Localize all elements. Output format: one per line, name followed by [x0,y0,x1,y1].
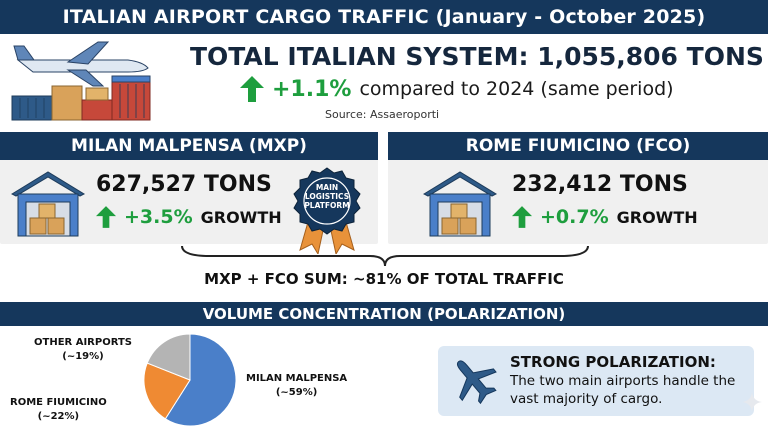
up-arrow-icon [512,206,532,228]
pie-slice-other [146,333,191,381]
mxp-tons: 627,527 TONS [96,172,272,197]
badge-line: PLATFORM [304,201,350,210]
sparkle-icon [742,392,762,412]
volume-header: VOLUME CONCENTRATION (POLARIZATION) [0,302,768,326]
fco-panel: ROME FIUMICINO (FCO) 232,412 TONS +0.7% … [388,132,768,244]
badge-line: MAIN [315,183,339,192]
pie-slice-mxp [164,333,237,427]
fco-growth-value: +0.7% [540,206,609,228]
pie-label-value: (~22%) [37,411,80,422]
up-arrow-icon [96,206,116,228]
pie-label-fco: ROME FIUMICINO (~22%) [10,396,107,424]
total-change-text: compared to 2024 (same period) [359,78,674,100]
page-title: ITALIAN AIRPORT CARGO TRAFFIC (January -… [0,0,768,34]
total-change: +1.1% compared to 2024 (same period) [240,76,674,102]
fco-growth-word: GROWTH [616,207,698,227]
sum-brace [181,245,589,267]
callout-body: The two main airports handle the vast ma… [510,373,736,407]
pie-label-other: OTHER AIRPORTS (~19%) [34,336,132,364]
pie-slice-fco [143,362,191,420]
pie-label-name: ROME FIUMICINO [10,397,107,408]
fco-tons: 232,412 TONS [512,172,688,197]
pie-label-mxp: MILAN MALPENSA (~59%) [246,372,347,400]
pie-label-name: MILAN MALPENSA [246,373,348,384]
source-text: Source: Assaeroporti [325,108,440,121]
total-change-value: +1.1% [272,76,352,102]
total-title: TOTAL ITALIAN SYSTEM: 1,055,806 TONS [190,42,764,71]
badge-line: LOGISTICS [304,192,350,201]
fco-growth: +0.7% GROWTH [512,206,698,228]
warehouse-icon [10,171,86,237]
badge-label: MAIN LOGISTICS PLATFORM [292,183,362,210]
up-arrow-icon [240,76,264,102]
mxp-growth: +3.5% GROWTH [96,206,282,228]
mxp-header: MILAN MALPENSA (MXP) [0,132,378,160]
sum-text: MXP + FCO SUM: ~81% OF TOTAL TRAFFIC [204,270,564,288]
mxp-growth-word: GROWTH [200,207,282,227]
pie-label-value: (~59%) [275,387,318,398]
callout-title: STRONG POLARIZATION: [510,353,716,371]
polarization-callout: STRONG POLARIZATION: The two main airpor… [438,346,754,416]
mxp-growth-value: +3.5% [124,206,193,228]
pie-chart [143,333,237,427]
cargo-plane-icon [11,41,151,121]
airplane-icon [456,360,497,405]
badge-ribbon-icon [293,167,361,254]
pie-label-name: OTHER AIRPORTS [34,337,132,348]
pie-label-value: (~19%) [62,351,104,362]
total-section: TOTAL ITALIAN SYSTEM: 1,055,806 TONS +1.… [0,34,768,128]
warehouse-icon [422,171,498,237]
fco-header: ROME FIUMICINO (FCO) [388,132,768,160]
